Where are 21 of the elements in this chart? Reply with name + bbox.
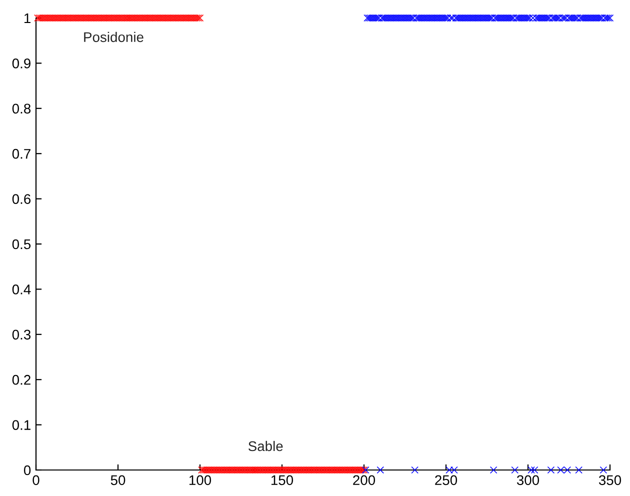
y-tick-label: 1	[24, 13, 30, 24]
x-tick-label: 100	[189, 475, 212, 486]
annotation: Posidonie	[84, 32, 144, 42]
x-tick-label: 0	[32, 475, 40, 486]
x-tick-label: 200	[353, 475, 376, 486]
y-tick-label: 0.7	[12, 148, 30, 159]
x-tick-label: 350	[598, 475, 622, 486]
x-tick-label: 150	[271, 475, 294, 486]
x-tick-label: 300	[516, 475, 540, 486]
x-tick-label: 250	[435, 475, 458, 486]
annotation: Sable	[248, 440, 283, 452]
y-tick-label: 0.3	[12, 330, 31, 340]
y-tick-label: 0.1	[12, 420, 30, 430]
y-tick-label: 0	[24, 465, 31, 476]
y-tick-label: 0.2	[12, 374, 30, 385]
y-tick-label: 0.9	[12, 58, 30, 68]
x-tick-label: 50	[110, 475, 126, 486]
y-tick-label: 0.6	[12, 194, 31, 204]
y-tick-label: 0.4	[12, 284, 31, 294]
y-tick-label: 0.8	[12, 104, 31, 114]
y-tick-label: 0.5	[12, 239, 31, 250]
